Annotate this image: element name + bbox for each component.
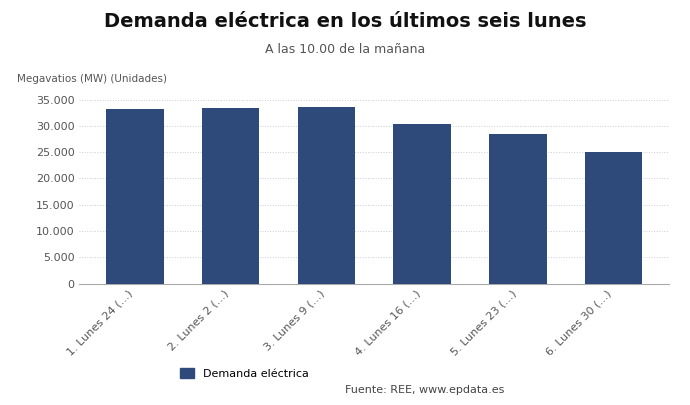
Bar	[489, 134, 546, 284]
Text: Megavatios (MW) (Unidades): Megavatios (MW) (Unidades)	[17, 74, 168, 83]
Legend: Demanda eléctrica: Demanda eléctrica	[181, 368, 308, 379]
Bar	[585, 151, 642, 284]
Bar	[297, 107, 355, 284]
Text: Demanda eléctrica en los últimos seis lunes: Demanda eléctrica en los últimos seis lu…	[104, 12, 586, 31]
Bar	[106, 109, 164, 284]
Bar	[202, 108, 259, 284]
Text: A las 10.00 de la mañana: A las 10.00 de la mañana	[265, 43, 425, 55]
Bar	[393, 124, 451, 284]
Text: Fuente: REE, www.epdata.es: Fuente: REE, www.epdata.es	[345, 385, 504, 394]
